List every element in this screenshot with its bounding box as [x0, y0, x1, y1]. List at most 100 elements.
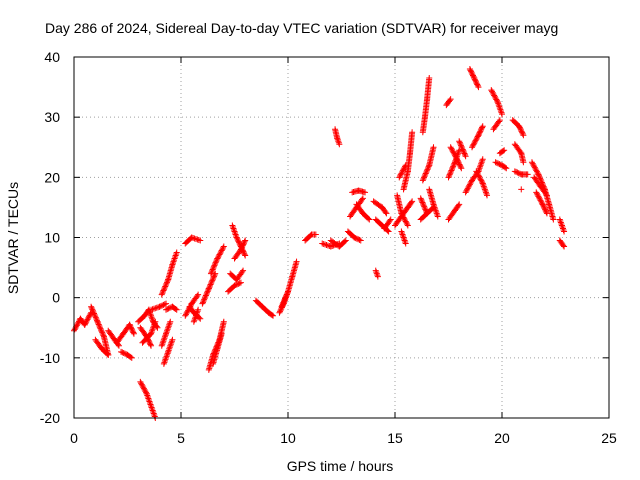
data-point-578: [282, 295, 289, 302]
data-point-1102: [473, 168, 480, 175]
data-point-791: [399, 211, 406, 218]
data-point-1205: [524, 171, 531, 178]
data-point-553: [268, 311, 275, 318]
data-point-388: [208, 269, 215, 276]
data-point-579: [282, 294, 289, 301]
data-point-1110: [479, 179, 486, 186]
data-point-1019: [453, 154, 460, 161]
data-point-1091: [474, 134, 481, 141]
data-point-1016: [451, 150, 458, 157]
data-point-115: [130, 330, 137, 337]
data-point-39: [95, 320, 102, 327]
data-point-368: [202, 293, 209, 300]
data-point-397: [213, 256, 220, 263]
data-point-504: [233, 234, 240, 241]
data-point-353: [197, 237, 204, 244]
data-point-1068: [466, 66, 473, 73]
data-point-858: [401, 163, 408, 170]
data-point-576: [280, 298, 287, 305]
data-point-1085: [469, 142, 476, 149]
data-point-285: [163, 280, 170, 287]
data-point-1023: [455, 158, 462, 165]
data-point-618: [320, 241, 327, 248]
data-point-1211: [531, 164, 538, 171]
data-point-36: [93, 317, 100, 324]
data-point-1266: [543, 192, 550, 199]
data-point-382: [209, 276, 216, 283]
data-point-379: [208, 280, 215, 287]
x-tick-label-4: 20: [494, 430, 510, 446]
data-point-1080: [473, 80, 480, 87]
data-point-855: [399, 167, 406, 174]
data-point-1104: [474, 170, 481, 177]
data-point-1150: [495, 160, 502, 167]
data-point-1034: [459, 145, 466, 152]
data-point-507: [235, 238, 242, 245]
data-point-1151: [496, 161, 503, 168]
data-point-884: [423, 209, 430, 216]
data-point-1015: [450, 149, 457, 156]
data-point-1029: [456, 138, 463, 145]
data-point-191: [138, 381, 145, 388]
data-point-988: [455, 202, 462, 209]
data-point-670: [357, 237, 364, 244]
data-point-877: [419, 199, 426, 206]
data-point-910: [430, 144, 437, 151]
data-point-1099: [478, 125, 485, 132]
y-tick-label-5: 30: [44, 109, 60, 125]
data-point-1000: [451, 160, 458, 167]
x-tick-label-2: 10: [280, 430, 296, 446]
data-point-187: [147, 341, 154, 348]
data-point-1195: [513, 168, 520, 175]
data-point-284: [162, 282, 169, 289]
data-point-16: [81, 321, 88, 328]
data-point-277: [158, 291, 165, 298]
data-point-617: [319, 240, 326, 247]
data-point-309: [182, 312, 189, 319]
data-point-1045: [465, 184, 472, 191]
data-point-34: [92, 314, 99, 321]
data-point-878: [420, 200, 427, 207]
data-point-1079: [473, 78, 480, 85]
data-point-1039: [462, 151, 469, 158]
data-point-193: [140, 384, 147, 391]
data-point-185: [146, 338, 153, 345]
data-point-1082: [474, 82, 481, 89]
data-point-534: [241, 238, 248, 245]
data-point-886: [419, 177, 426, 184]
data-point-373: [205, 287, 212, 294]
data-point-1047: [466, 181, 473, 188]
data-point-1270: [535, 193, 542, 200]
data-point-48: [100, 332, 107, 339]
data-point-655: [335, 138, 342, 145]
data-point-219: [150, 305, 157, 312]
data-point-1105: [475, 172, 482, 179]
data-point-18: [83, 319, 90, 326]
data-point-1280: [541, 205, 548, 212]
data-point-1193: [520, 159, 527, 166]
data-point-408: [220, 243, 227, 250]
data-point-183: [144, 336, 151, 343]
data-point-881: [421, 204, 428, 211]
data-point-605: [293, 258, 300, 265]
data-point-1149: [493, 159, 500, 166]
data-point-29: [89, 307, 96, 314]
data-point-385: [211, 271, 218, 278]
data-point-1178: [520, 132, 527, 139]
data-point-1214: [533, 168, 540, 175]
data-point-1213: [533, 167, 540, 174]
data-point-24: [87, 311, 94, 318]
data-point-1030: [456, 139, 463, 146]
data-point-363: [199, 300, 206, 307]
data-point-573: [279, 302, 286, 309]
data-point-1031: [457, 140, 464, 147]
data-point-281: [161, 286, 168, 293]
data-point-712: [365, 215, 372, 222]
data-point-110: [127, 324, 134, 331]
data-point-1087: [471, 140, 478, 147]
data-marks: [71, 66, 568, 421]
data-point-189: [137, 378, 144, 385]
data-point-351: [194, 236, 201, 243]
data-point-390: [209, 266, 216, 273]
